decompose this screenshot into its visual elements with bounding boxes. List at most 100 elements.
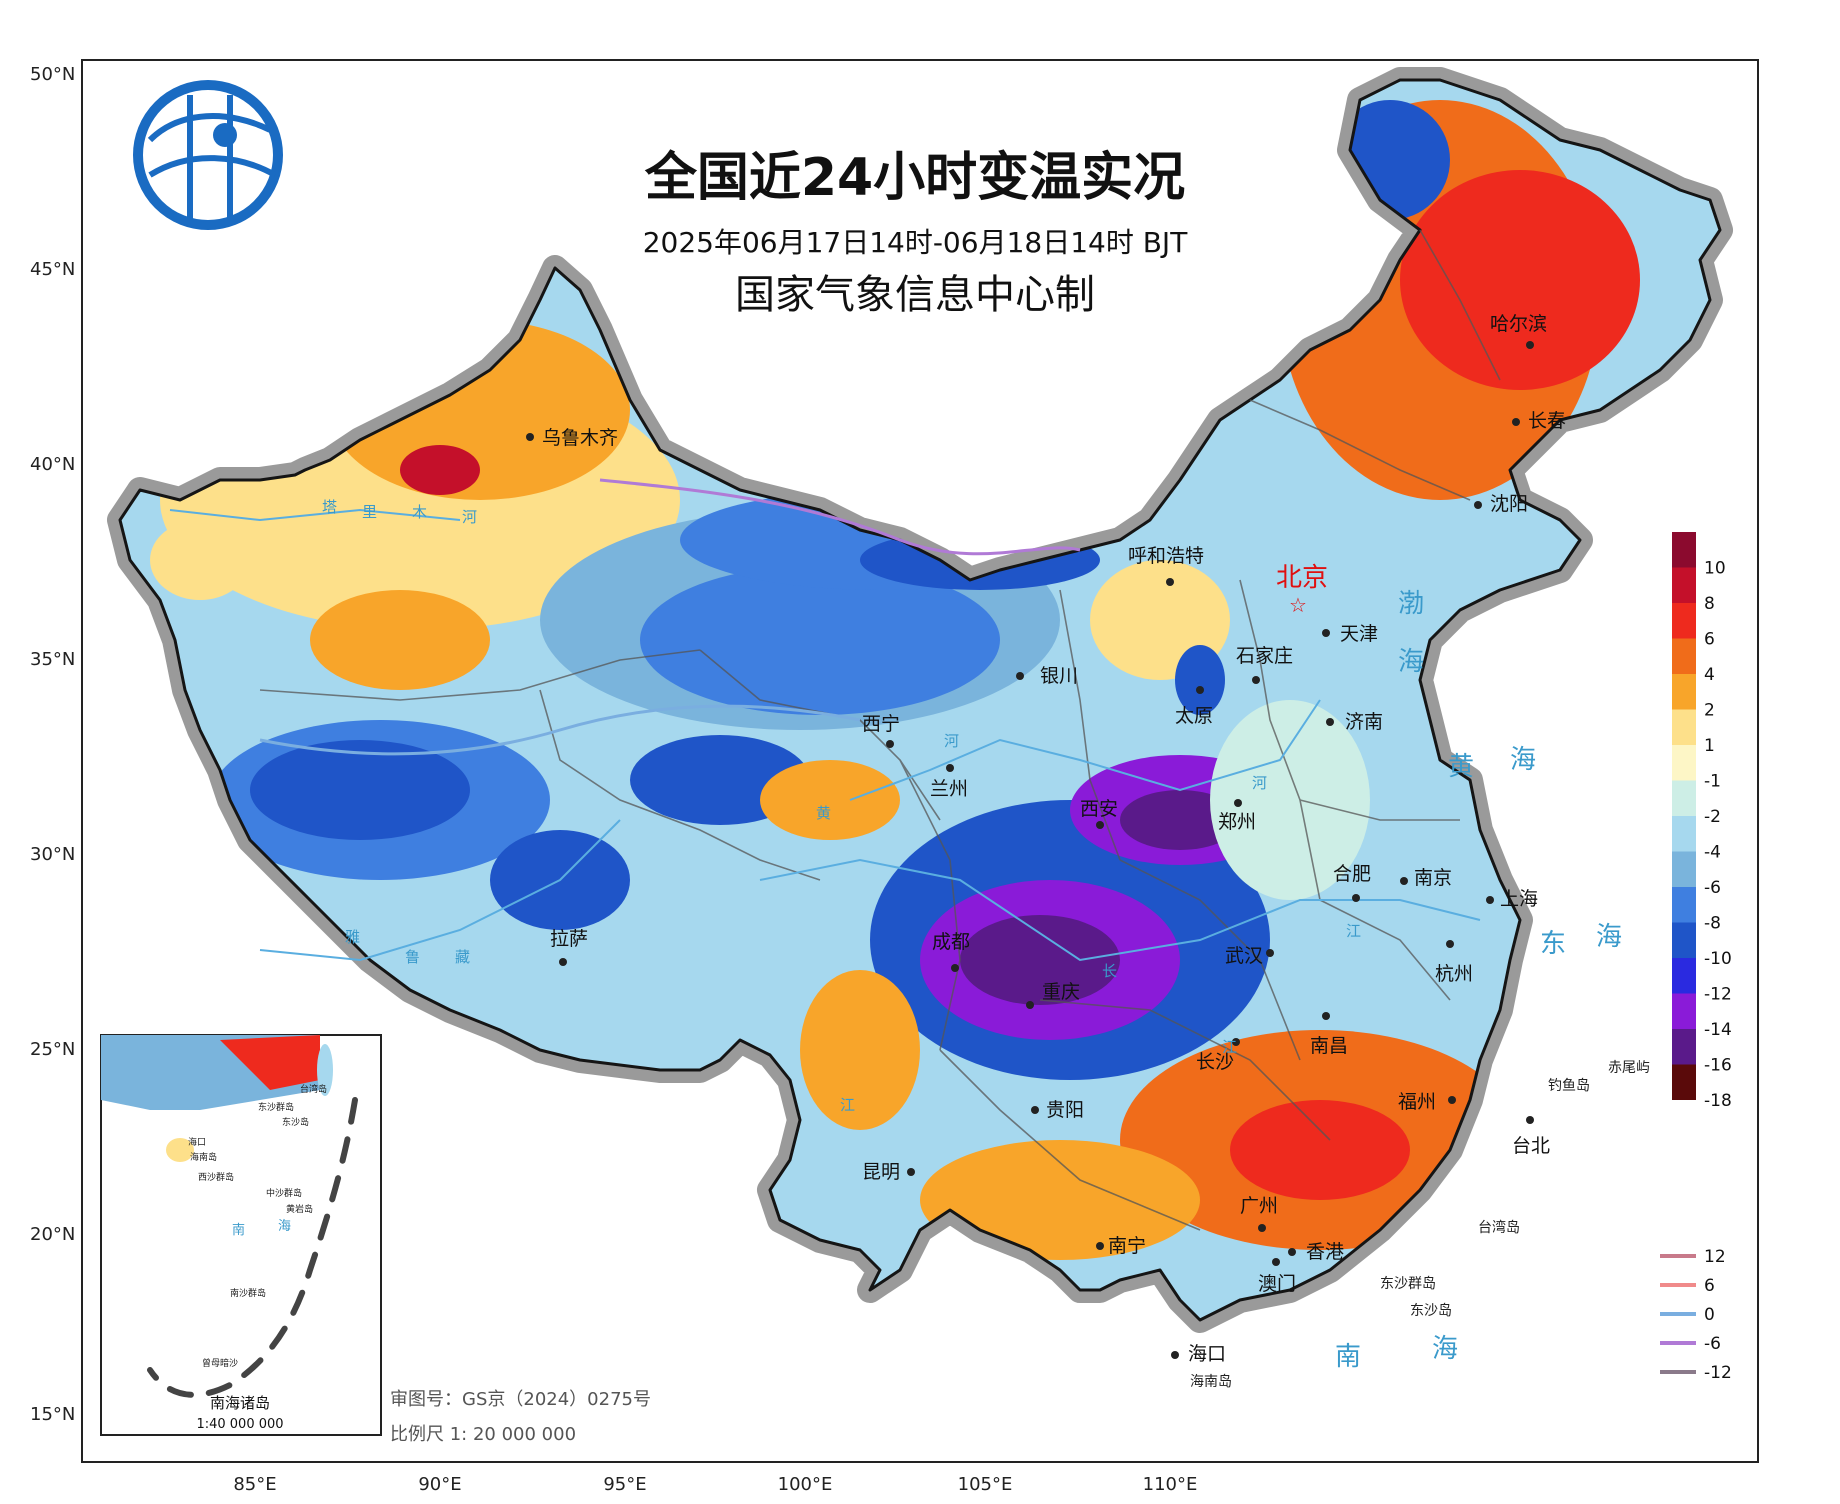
legend-value: 8 bbox=[1704, 594, 1715, 614]
city-label: 合肥 bbox=[1333, 863, 1371, 885]
city: 南京 bbox=[1400, 867, 1452, 889]
river-char: 藏 bbox=[455, 948, 470, 966]
river-char: 木 bbox=[412, 503, 427, 521]
city: 广州 bbox=[1240, 1195, 1278, 1232]
province-borders bbox=[259, 229, 1501, 1231]
city: 台北 bbox=[1512, 1116, 1550, 1157]
city: 哈尔滨 bbox=[1490, 313, 1547, 349]
water-label: 海 bbox=[1398, 647, 1424, 677]
legend-swatch bbox=[1672, 958, 1696, 994]
city: 郑州 bbox=[1218, 799, 1256, 833]
legend-swatch bbox=[1672, 816, 1696, 852]
city-label: 乌鲁木齐 bbox=[542, 427, 618, 449]
legend-swatch bbox=[1672, 532, 1696, 568]
city-label: 成都 bbox=[932, 931, 970, 953]
inset-title: 南海诸岛 bbox=[210, 1394, 270, 1412]
city-label: 海口 bbox=[1188, 1343, 1226, 1365]
city: 海口 bbox=[1171, 1343, 1226, 1365]
legend-swatch bbox=[1672, 638, 1696, 674]
legend-value: -4 bbox=[1704, 843, 1721, 863]
city-label: 福州 bbox=[1398, 1091, 1436, 1113]
inset-label: 南沙群岛 bbox=[230, 1287, 266, 1299]
river-char: 河 bbox=[1252, 774, 1267, 792]
lat-label: 20°N bbox=[30, 1224, 75, 1245]
city: 济南 bbox=[1326, 711, 1383, 733]
city: 西宁 bbox=[862, 713, 900, 748]
lat-label: 15°N bbox=[30, 1404, 75, 1425]
line-legend: 12 6 0 -6 -12 bbox=[1660, 1247, 1732, 1383]
capital-label: 北京 bbox=[1276, 563, 1328, 593]
lat-label: 25°N bbox=[30, 1039, 75, 1060]
city: 银川 bbox=[1016, 665, 1078, 687]
lon-axis-labels: 85°E 90°E 95°E 100°E 105°E 110°E bbox=[233, 1474, 1197, 1495]
city-label: 南宁 bbox=[1108, 1235, 1146, 1257]
city-label: 长春 bbox=[1528, 410, 1566, 432]
city: 南宁 bbox=[1096, 1235, 1146, 1257]
legend-swatch bbox=[1672, 922, 1696, 958]
legend-value: -18 bbox=[1704, 1091, 1732, 1111]
water-label: 海 bbox=[1596, 922, 1622, 952]
legend-value: 4 bbox=[1704, 665, 1715, 685]
city: 成都 bbox=[932, 931, 970, 972]
map-time-range: 2025年06月17日14时-06月18日14时 BJT bbox=[643, 226, 1189, 259]
legend-swatch bbox=[1672, 674, 1696, 710]
city-label: 澳门 bbox=[1258, 1273, 1296, 1295]
river-char: 雅 bbox=[345, 928, 360, 946]
small-label: 海南岛 bbox=[1190, 1374, 1232, 1390]
city: 武汉 bbox=[1225, 945, 1274, 967]
star-icon: ☆ bbox=[1289, 593, 1307, 617]
legend-swatch bbox=[1672, 745, 1696, 781]
city-label: 西宁 bbox=[862, 713, 900, 735]
city: 沈阳 bbox=[1474, 493, 1528, 515]
city-label: 沈阳 bbox=[1490, 493, 1528, 515]
city-label: 上海 bbox=[1500, 888, 1538, 910]
city-label: 天津 bbox=[1340, 623, 1378, 645]
city-markers: 乌鲁木齐 呼和浩特 天津 石家庄 太原 济南 银川 西宁 兰州 西安 郑州 合肥… bbox=[526, 313, 1566, 1365]
city-label: 南京 bbox=[1414, 867, 1452, 889]
small-labels: 台湾岛 钓鱼岛 赤尾屿 东沙群岛 东沙岛 海南岛 bbox=[1190, 1060, 1650, 1390]
legend-swatch bbox=[1672, 780, 1696, 816]
city-label: 广州 bbox=[1240, 1195, 1278, 1217]
small-label: 钓鱼岛 bbox=[1548, 1077, 1590, 1094]
inset-label: 黄岩岛 bbox=[286, 1203, 313, 1215]
city: 重庆 bbox=[1026, 981, 1080, 1009]
city-label: 长沙 bbox=[1196, 1051, 1234, 1073]
city-label: 昆明 bbox=[862, 1161, 900, 1183]
river-char: 鲁 bbox=[405, 948, 420, 966]
city: 西安 bbox=[1080, 798, 1118, 829]
inset-label: 中沙群岛 bbox=[266, 1187, 302, 1199]
cma-logo bbox=[133, 80, 283, 230]
city-label: 武汉 bbox=[1225, 945, 1263, 967]
city: 太原 bbox=[1175, 686, 1213, 727]
lon-label: 90°E bbox=[418, 1474, 461, 1495]
inset-label: 海南岛 bbox=[190, 1151, 217, 1163]
small-label: 台湾岛 bbox=[1478, 1219, 1520, 1236]
legend-swatch bbox=[1672, 851, 1696, 887]
river-char: 塔 bbox=[322, 498, 337, 516]
small-label: 赤尾屿 bbox=[1608, 1060, 1650, 1076]
fill-legend: 10 8 6 4 2 1 -1 -2 -4 -6 -8 -10 -12 -14 -16 -18 bbox=[1672, 532, 1732, 1111]
small-label: 东沙岛 bbox=[1410, 1303, 1452, 1319]
legend-value: -6 bbox=[1704, 878, 1721, 898]
city-label: 贵阳 bbox=[1046, 1099, 1084, 1121]
legend-value: -14 bbox=[1704, 1020, 1732, 1040]
water-label: 黄 bbox=[1448, 752, 1474, 782]
river-labels: 塔 里 木 河 黄 河 河 长 江 江 江 雅 鲁 藏 bbox=[322, 498, 1361, 1114]
river-char: 江 bbox=[840, 1096, 855, 1114]
city-label: 拉萨 bbox=[550, 928, 588, 950]
lon-label: 105°E bbox=[958, 1474, 1013, 1495]
lon-label: 95°E bbox=[603, 1474, 646, 1495]
inset-labels: 海口 海南岛 东沙群岛 东沙岛 西沙群岛 中沙群岛 黄岩岛 南沙群岛 曾母暗沙 … bbox=[188, 1083, 327, 1369]
inset-label: 曾母暗沙 bbox=[202, 1357, 238, 1369]
river-char: 江 bbox=[1222, 1038, 1237, 1056]
river-char: 黄 bbox=[816, 804, 831, 822]
legend-value: -2 bbox=[1704, 807, 1721, 827]
water-labels: 渤 海 黄 海 东 海 南 海 bbox=[1335, 589, 1622, 1372]
city-label: 台北 bbox=[1512, 1135, 1550, 1157]
legend-swatch bbox=[1672, 1029, 1696, 1065]
city: 杭州 bbox=[1435, 940, 1473, 985]
map-title: 全国近24小时变温实况 bbox=[644, 148, 1185, 208]
legend-value: 2 bbox=[1704, 701, 1715, 721]
river-char: 江 bbox=[1346, 922, 1361, 940]
city: 南昌 bbox=[1310, 1012, 1348, 1057]
